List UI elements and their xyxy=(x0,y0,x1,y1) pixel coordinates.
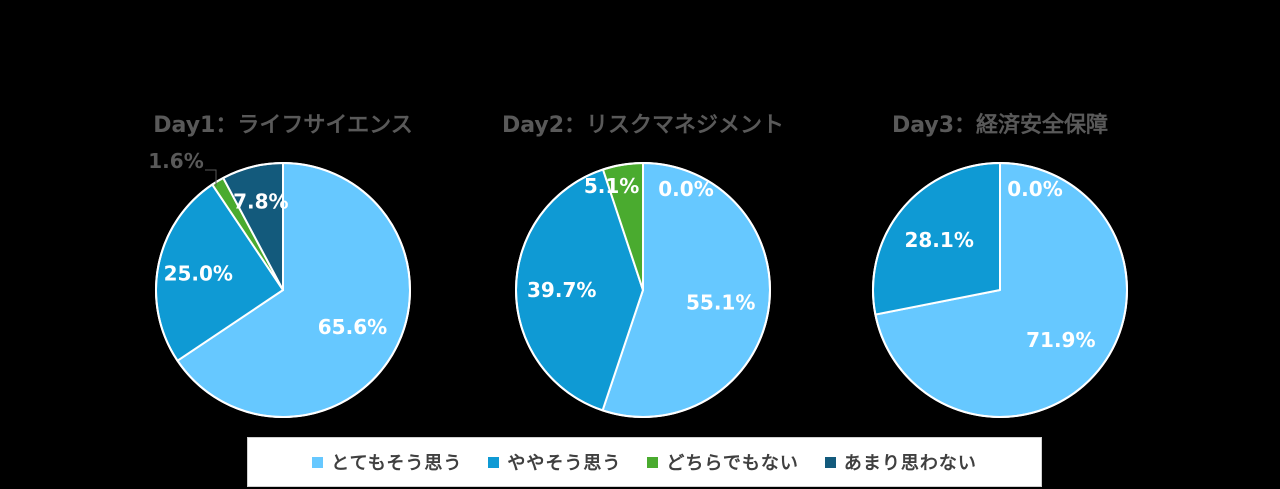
chart-title: Day2：リスクマネジメント xyxy=(502,113,784,138)
data-label: 28.1% xyxy=(904,228,973,252)
pie-outline xyxy=(872,162,1128,418)
legend-swatch xyxy=(824,456,836,468)
pie-charts: Day1：ライフサイエンス 65.6% 25.0% 1.6% 7.8% Day2：リスクマ… xyxy=(148,112,1128,418)
pie-chart: Day2：リスクマネジメント 55.1% 39.7% 5.1% 0.0% xyxy=(502,113,784,418)
legend-swatch xyxy=(312,456,324,468)
pie-chart: Day1：ライフサイエンス 65.6% 25.0% 1.6% 7.8% xyxy=(148,113,413,418)
data-label: 0.0% xyxy=(1007,177,1062,201)
legend-item: あまり思わない xyxy=(824,449,977,475)
chart-title: Day1：ライフサイエンス xyxy=(153,113,412,138)
legend-swatch xyxy=(647,456,659,468)
data-label: 0.0% xyxy=(658,177,713,201)
chart-title: Day3：経済安全保障 xyxy=(892,112,1108,138)
data-label: 39.7% xyxy=(527,278,596,302)
legend-label: とてもそう思う xyxy=(331,453,463,474)
data-label: 25.0% xyxy=(164,261,233,285)
data-label: 65.6% xyxy=(318,315,387,339)
legend-label: どちらでもない xyxy=(666,453,799,474)
legend-label: ややそう思う xyxy=(507,453,622,474)
legend-swatch xyxy=(488,456,500,468)
legend-item: どちらでもない xyxy=(647,449,798,475)
data-label: 71.9% xyxy=(1026,328,1095,352)
pie-outline xyxy=(155,162,411,418)
pie-chart: Day3：経済安全保障 71.9% 28.1% 0.0% xyxy=(872,112,1128,418)
data-label: 1.6% xyxy=(148,149,203,173)
pie-outline xyxy=(515,162,771,418)
legend-item: ややそう思う xyxy=(488,449,621,475)
legend: とてもそう思う ややそう思う どちらでもない あまり思わない xyxy=(247,437,1042,487)
data-label: 55.1% xyxy=(686,291,755,315)
leader-line xyxy=(205,169,217,186)
data-label: 5.1% xyxy=(584,174,639,198)
legend-label: あまり思わない xyxy=(843,453,977,474)
data-label: 7.8% xyxy=(233,189,288,213)
legend-item: とてもそう思う xyxy=(312,449,462,475)
